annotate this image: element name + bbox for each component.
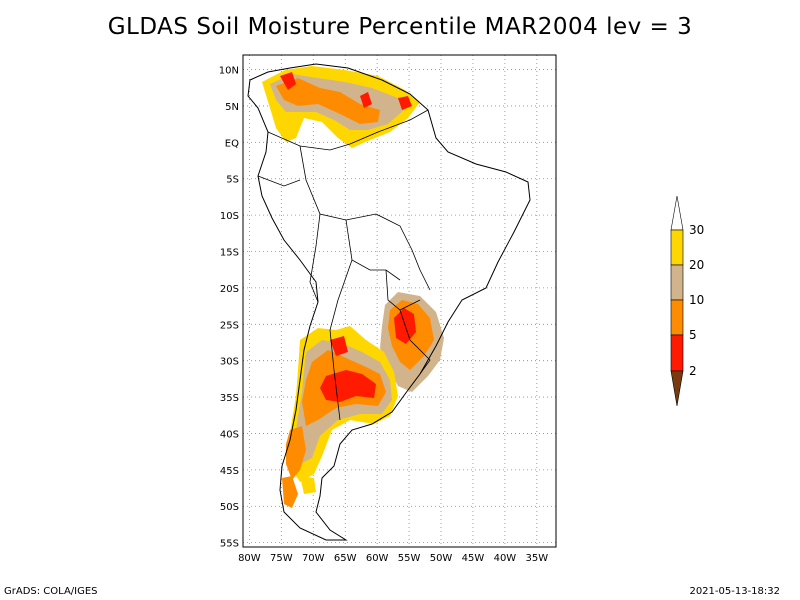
lat-tick-label: 35S — [220, 393, 239, 404]
lat-tick-label: 20S — [220, 284, 239, 295]
lon-tick-label: 45W — [462, 553, 485, 564]
legend-swatch-20-30 — [670, 229, 684, 266]
legend-label: 10 — [689, 293, 704, 307]
legend-label: 2 — [689, 364, 697, 378]
lat-tick-label: 25S — [220, 320, 239, 331]
map-frame — [242, 54, 557, 548]
lon-tick-label: 75W — [270, 553, 293, 564]
lon-tick-label: 35W — [526, 553, 549, 564]
lat-tick-label: 10S — [220, 211, 239, 222]
lon-tick-label: 50W — [430, 553, 453, 564]
render-timestamp: 2021-05-13-18:32 — [689, 586, 780, 597]
lat-tick-label: 30S — [220, 357, 239, 368]
legend-label: 20 — [689, 258, 704, 272]
lon-tick-label: 80W — [238, 553, 261, 564]
south-america-coastline — [247, 63, 531, 541]
legend-swatch-5-10 — [670, 299, 684, 336]
lon-tick-label: 65W — [334, 553, 357, 564]
lon-tick-label: 70W — [302, 553, 325, 564]
lat-tick-label: 45S — [220, 466, 239, 477]
latitude-labels: 10N 5N EQ 5S 10S 15S 20S 25S 30S 35S 40S 45S 50S 55S — [219, 66, 239, 550]
lat-tick-label: 5N — [225, 102, 239, 113]
legend-swatch-above-30 — [670, 195, 684, 231]
lon-tick-label: 55W — [398, 553, 421, 564]
lat-tick-label: 40S — [220, 429, 239, 440]
lat-tick-label: 50S — [220, 502, 239, 513]
dry-region-patagonia — [282, 426, 316, 508]
software-credit: GrADS: COLA/IGES — [4, 586, 98, 597]
lat-tick-label: 10N — [219, 66, 239, 77]
chart-title: GLDAS Soil Moisture Percentile MAR2004 l… — [107, 14, 693, 40]
country-borders — [257, 109, 431, 421]
legend-label: 5 — [689, 328, 697, 342]
legend-label: 30 — [689, 223, 704, 237]
legend-swatch-below-2 — [670, 370, 684, 407]
longitude-labels: 80W 75W 70W 65W 60W 55W 50W 45W 40W 35W — [238, 553, 548, 564]
dry-region-pampas-andes — [288, 326, 398, 482]
lat-tick-label: 55S — [220, 539, 239, 550]
lat-tick-label: 15S — [220, 248, 239, 259]
lat-tick-label: 5S — [226, 175, 239, 186]
legend-swatch-2-5 — [670, 334, 684, 372]
colorbar-legend: 2 5 10 20 30 — [670, 195, 704, 407]
lat-tick-label: EQ — [225, 138, 239, 149]
dry-region-caribbean — [262, 66, 420, 148]
lon-tick-label: 60W — [366, 553, 389, 564]
lon-tick-label: 40W — [494, 553, 517, 564]
legend-swatch-10-20 — [670, 264, 684, 301]
